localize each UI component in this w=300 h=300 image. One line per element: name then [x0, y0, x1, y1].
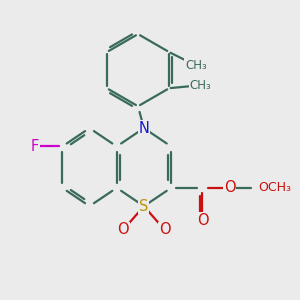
- Text: S: S: [139, 199, 148, 214]
- Text: CH₃: CH₃: [185, 59, 207, 72]
- Text: OCH₃: OCH₃: [258, 181, 291, 194]
- Text: O: O: [159, 222, 170, 237]
- Text: O: O: [224, 180, 236, 195]
- Text: O: O: [117, 222, 129, 237]
- Text: N: N: [139, 121, 149, 136]
- Text: F: F: [31, 139, 39, 154]
- Text: O: O: [196, 213, 208, 228]
- Text: CH₃: CH₃: [189, 79, 211, 92]
